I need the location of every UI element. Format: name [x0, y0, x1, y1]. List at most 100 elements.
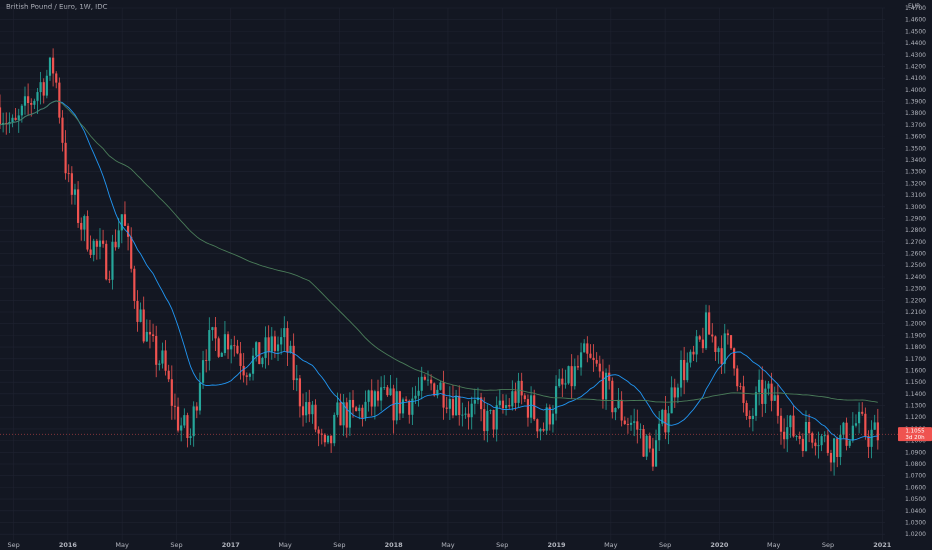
price-tick-label: 1.4300	[905, 52, 926, 59]
candle-body	[98, 240, 102, 247]
candle-body	[758, 379, 761, 393]
price-tick-label: 1.2300	[905, 286, 926, 293]
candle-body	[192, 406, 195, 437]
candle-body	[748, 415, 751, 420]
candle-body	[511, 391, 514, 407]
candle-body	[273, 336, 277, 351]
price-tick-label: 1.1600	[905, 367, 926, 374]
price-tick-label: 1.0500	[905, 496, 926, 503]
candle-body	[489, 409, 492, 411]
candle-body	[701, 339, 704, 349]
candle-body	[686, 362, 689, 381]
candle-body	[298, 378, 301, 407]
candle-body	[545, 407, 548, 431]
price-tick-label: 1.1300	[905, 403, 926, 410]
candle-body	[205, 360, 208, 361]
candle-body	[814, 442, 817, 447]
price-tick-label: 1.0700	[905, 473, 926, 480]
candle-body	[667, 413, 670, 433]
candle-body	[811, 433, 814, 443]
candle-body	[58, 82, 61, 118]
candle-body	[711, 334, 714, 337]
candle-body	[539, 428, 542, 432]
candle-body	[36, 92, 39, 101]
candle-body	[242, 365, 245, 376]
price-tick-label: 1.0300	[905, 519, 926, 526]
candle-body	[517, 380, 520, 403]
candle-body	[370, 390, 373, 407]
candle-body	[155, 336, 158, 365]
candle-body	[658, 423, 661, 441]
candle-body	[123, 214, 127, 226]
candle-body	[839, 434, 842, 457]
candle-body	[248, 373, 252, 377]
time-tick-label: 2020	[710, 541, 729, 549]
candle-body	[848, 440, 851, 446]
time-tick-label: May	[278, 541, 292, 549]
candle-body	[529, 395, 533, 418]
candle-body	[745, 402, 748, 416]
candle-body	[817, 445, 820, 447]
candle-body	[414, 395, 417, 399]
candle-body	[17, 115, 20, 120]
candle-body	[455, 395, 458, 416]
candle-body	[620, 399, 623, 421]
candle-body	[651, 448, 655, 467]
candle-body	[464, 413, 467, 415]
candle-body	[792, 415, 795, 437]
time-tick-label: May	[115, 541, 129, 549]
candle-body	[561, 378, 564, 385]
candle-body	[30, 103, 33, 105]
candle-body	[89, 249, 92, 255]
candle-body	[423, 376, 426, 380]
candle-body	[486, 410, 489, 432]
candle-body	[67, 173, 70, 175]
candle-body	[479, 397, 483, 410]
candle-body	[176, 406, 180, 431]
candle-body	[126, 225, 130, 237]
candle-body	[654, 440, 658, 467]
price-tick-label: 1.1200	[905, 414, 926, 421]
candle-body	[80, 222, 83, 230]
candle-body	[595, 360, 598, 364]
candle-body	[861, 411, 864, 414]
price-tick-label: 1.0200	[905, 531, 926, 538]
candle-body	[183, 415, 186, 426]
candle-body	[823, 435, 826, 437]
candle-body	[679, 359, 683, 388]
candle-body	[267, 337, 270, 352]
price-tick-label: 1.0900	[905, 449, 926, 456]
candle-body	[276, 344, 280, 351]
candle-body	[201, 360, 205, 383]
candle-body	[601, 371, 605, 400]
candle-body	[223, 334, 227, 353]
candle-body	[5, 122, 8, 125]
candle-body	[348, 399, 351, 428]
candle-body	[576, 366, 580, 368]
candle-body	[61, 117, 64, 143]
candle-body	[508, 405, 511, 407]
candle-body	[101, 240, 105, 244]
candle-body	[761, 379, 764, 404]
candle-body	[586, 343, 589, 354]
candle-body	[27, 96, 30, 104]
candle-body	[498, 400, 501, 406]
candle-body	[754, 392, 758, 416]
candle-body	[483, 409, 486, 432]
candle-body	[292, 345, 295, 381]
candle-body	[729, 335, 733, 349]
candle-body	[520, 380, 523, 396]
candle-body	[448, 398, 451, 409]
candle-body	[854, 423, 858, 426]
price-tick-label: 1.4500	[905, 28, 926, 35]
price-tick-label: 1.3300	[905, 169, 926, 176]
candle-body	[226, 334, 230, 350]
price-tick-label: 1.3000	[905, 204, 926, 211]
price-tick-label: 1.2000	[905, 321, 926, 328]
candle-body	[470, 403, 473, 418]
candle-body	[251, 355, 255, 374]
candle-body	[842, 422, 845, 435]
candle-body	[145, 331, 148, 342]
